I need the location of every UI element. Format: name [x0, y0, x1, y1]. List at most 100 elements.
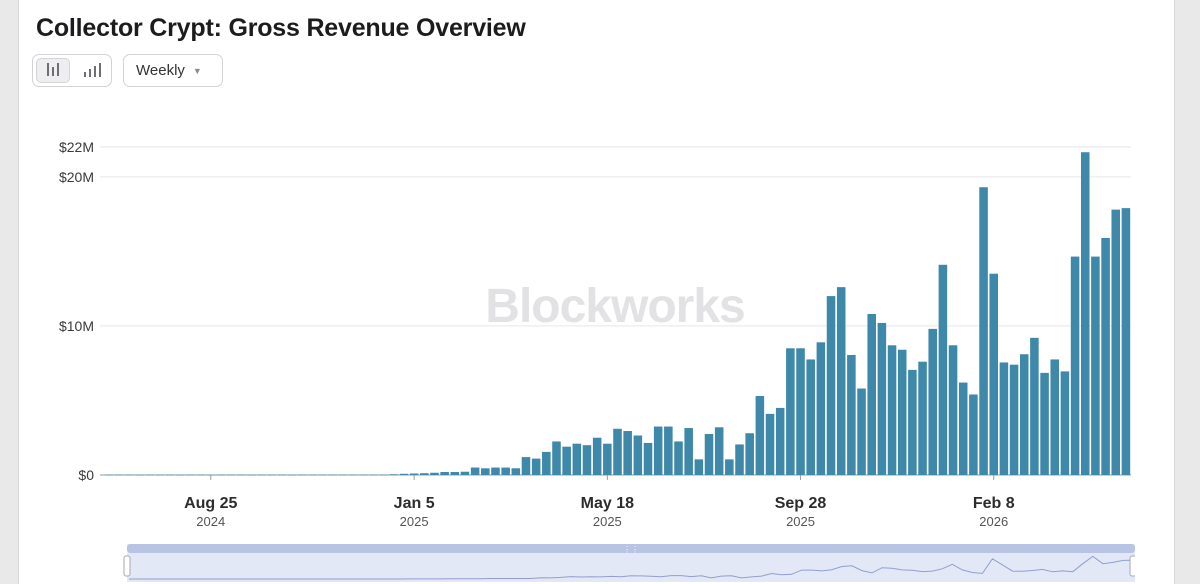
bar[interactable] — [237, 474, 246, 476]
navigator-right-handle[interactable] — [1129, 555, 1135, 577]
range-navigator[interactable]: ⋮⋮ — [107, 544, 1135, 582]
bar-chart-button[interactable] — [36, 58, 70, 83]
bar[interactable] — [267, 474, 277, 476]
bar[interactable] — [460, 471, 470, 475]
bar[interactable] — [572, 443, 582, 475]
bar[interactable] — [816, 342, 826, 475]
bar[interactable] — [786, 348, 795, 475]
bar[interactable] — [511, 468, 521, 475]
bar[interactable] — [806, 359, 815, 475]
bar[interactable] — [887, 345, 897, 475]
bar[interactable] — [552, 441, 561, 475]
bar[interactable] — [1050, 359, 1060, 475]
bar[interactable] — [186, 474, 195, 476]
bar[interactable] — [1019, 354, 1029, 475]
bar[interactable] — [257, 474, 266, 476]
bar[interactable] — [409, 473, 419, 475]
bar[interactable] — [287, 474, 297, 476]
bar[interactable] — [592, 437, 602, 475]
bar[interactable] — [836, 287, 846, 475]
bar[interactable] — [623, 431, 632, 475]
bar[interactable] — [735, 444, 744, 475]
bar[interactable] — [958, 382, 968, 475]
bar[interactable] — [847, 354, 856, 475]
bar[interactable] — [694, 459, 704, 475]
bar[interactable] — [389, 474, 399, 475]
bar[interactable] — [430, 472, 439, 475]
bar[interactable] — [755, 395, 765, 475]
bar[interactable] — [908, 369, 917, 475]
bar[interactable] — [196, 474, 205, 476]
bar[interactable] — [379, 474, 388, 476]
volume-chart-button[interactable] — [75, 58, 109, 83]
bar[interactable] — [104, 474, 114, 476]
bar[interactable] — [247, 474, 256, 476]
bar[interactable] — [359, 474, 368, 476]
bar[interactable] — [582, 445, 592, 475]
bar[interactable] — [328, 474, 338, 476]
bar[interactable] — [450, 472, 460, 475]
bar[interactable] — [175, 474, 185, 476]
bar[interactable] — [501, 467, 510, 475]
bar[interactable] — [999, 362, 1009, 475]
bar[interactable] — [765, 413, 775, 475]
bar[interactable] — [969, 394, 978, 475]
bar[interactable] — [125, 474, 134, 476]
bar[interactable] — [857, 388, 866, 475]
bar[interactable] — [826, 296, 836, 475]
bar[interactable] — [643, 442, 653, 475]
bar[interactable] — [1080, 152, 1090, 475]
bar[interactable] — [145, 474, 155, 476]
bar[interactable] — [114, 474, 124, 476]
bar[interactable] — [664, 426, 673, 475]
bar[interactable] — [135, 474, 144, 476]
bar[interactable] — [542, 451, 551, 475]
bar[interactable] — [775, 407, 785, 475]
bar[interactable] — [1009, 364, 1019, 475]
bar[interactable] — [1121, 208, 1131, 475]
bar[interactable] — [897, 349, 907, 475]
bar[interactable] — [348, 474, 358, 476]
bar[interactable] — [1030, 337, 1039, 475]
bar[interactable] — [918, 361, 927, 475]
bar[interactable] — [369, 474, 378, 476]
bar[interactable] — [155, 474, 165, 476]
bar[interactable] — [725, 459, 734, 475]
bar[interactable] — [684, 428, 693, 475]
bar[interactable] — [562, 446, 571, 475]
bar[interactable] — [1070, 256, 1080, 475]
bar[interactable] — [613, 428, 622, 475]
bar[interactable] — [298, 474, 307, 476]
bar[interactable] — [653, 426, 663, 475]
bar[interactable] — [318, 474, 327, 476]
bar[interactable] — [420, 473, 429, 475]
bar[interactable] — [674, 441, 683, 475]
bar[interactable] — [948, 345, 958, 475]
bar[interactable] — [308, 474, 317, 476]
bar[interactable] — [877, 322, 887, 475]
bar[interactable] — [277, 474, 287, 476]
bar[interactable] — [704, 434, 714, 475]
bar[interactable] — [989, 273, 998, 475]
navigator-left-handle[interactable] — [123, 555, 131, 577]
bar[interactable] — [979, 187, 988, 475]
bar[interactable] — [216, 474, 226, 476]
bar[interactable] — [745, 433, 754, 475]
bar[interactable] — [633, 435, 643, 475]
bar[interactable] — [521, 457, 531, 475]
bar[interactable] — [796, 348, 805, 475]
bar[interactable] — [714, 427, 724, 475]
bar[interactable] — [165, 474, 175, 476]
bar[interactable] — [226, 474, 236, 476]
bar[interactable] — [603, 443, 612, 475]
bar[interactable] — [491, 467, 500, 475]
bar[interactable] — [867, 313, 876, 475]
bar[interactable] — [440, 472, 449, 475]
bar[interactable] — [1060, 371, 1070, 475]
bar[interactable] — [470, 467, 480, 475]
bar[interactable] — [938, 264, 948, 475]
bar[interactable] — [399, 473, 409, 475]
bar[interactable] — [531, 458, 541, 475]
interval-select[interactable]: Weekly ▼ — [123, 54, 223, 87]
bar[interactable] — [1091, 256, 1100, 475]
